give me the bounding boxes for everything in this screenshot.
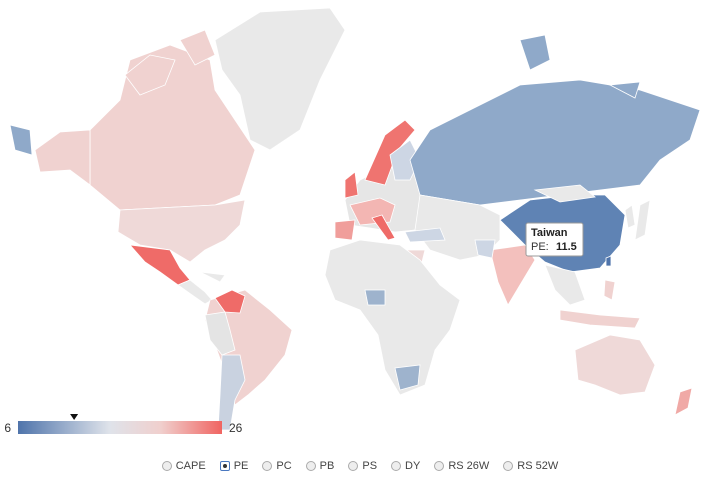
iberia	[334, 219, 356, 241]
option-label[interactable]: RS 52W	[517, 460, 559, 472]
mongolia	[533, 184, 596, 203]
usa	[117, 199, 246, 263]
metric-option[interactable]: PB	[305, 460, 335, 472]
scale-marker	[70, 414, 79, 420]
new-zealand	[674, 387, 693, 416]
turkey	[404, 227, 446, 243]
option-label[interactable]: PB	[319, 460, 335, 472]
metric-option[interactable]: CAPE	[161, 460, 206, 472]
metric-option[interactable]: PS	[348, 460, 377, 472]
scale-max-label: 26	[229, 421, 243, 435]
option-label[interactable]: PC	[276, 460, 292, 472]
radio-button[interactable]	[348, 461, 359, 471]
australia	[574, 334, 656, 396]
tooltip-country: Taiwan	[531, 227, 568, 239]
se-asia	[544, 264, 586, 306]
alaska	[34, 129, 91, 186]
venezuela	[214, 289, 246, 314]
korea-japan	[624, 199, 651, 241]
russia-islands	[9, 34, 641, 156]
russia	[409, 79, 701, 206]
tooltip-box	[525, 222, 584, 257]
option-label[interactable]: CAPE	[175, 460, 206, 472]
nigeria	[364, 289, 386, 306]
option-label[interactable]: PE	[233, 460, 249, 472]
metric-options: CAPE PE PC PB PS DY RS 26W RS 52W	[0, 460, 720, 472]
uk	[344, 171, 359, 199]
radio-button[interactable]	[161, 461, 172, 471]
scandinavia	[364, 119, 416, 186]
taiwan	[605, 255, 612, 267]
metric-option[interactable]: PE	[219, 460, 249, 472]
option-label[interactable]: RS 26W	[448, 460, 490, 472]
option-label[interactable]: PS	[362, 460, 378, 472]
radio-button[interactable]	[262, 461, 273, 471]
radio-button[interactable]	[305, 461, 316, 471]
scale-min-label: 6	[4, 421, 11, 435]
metric-option[interactable]: DY	[391, 460, 420, 472]
metric-option[interactable]: PC	[262, 460, 292, 472]
pakistan	[474, 239, 496, 259]
radio-button[interactable]	[391, 461, 402, 471]
philippines	[603, 279, 616, 301]
metric-option[interactable]: RS 52W	[503, 460, 558, 472]
colombia-peru	[204, 311, 236, 356]
radio-button[interactable]	[219, 461, 230, 471]
tooltip-value: 11.5	[556, 241, 577, 253]
metric-option[interactable]: RS 26W	[434, 460, 489, 472]
italy	[371, 214, 396, 241]
africa	[324, 239, 461, 396]
radio-button[interactable]	[503, 461, 514, 471]
tooltip-metric: PE:	[531, 241, 549, 253]
chile-argentina	[217, 354, 246, 431]
arctic-islands	[124, 29, 216, 96]
countries	[9, 7, 701, 431]
greenland	[214, 7, 346, 151]
option-label[interactable]: DY	[405, 460, 421, 472]
south-africa	[394, 364, 421, 391]
color-scale	[18, 421, 222, 434]
indonesia	[559, 309, 641, 329]
radio-button[interactable]	[434, 461, 445, 471]
